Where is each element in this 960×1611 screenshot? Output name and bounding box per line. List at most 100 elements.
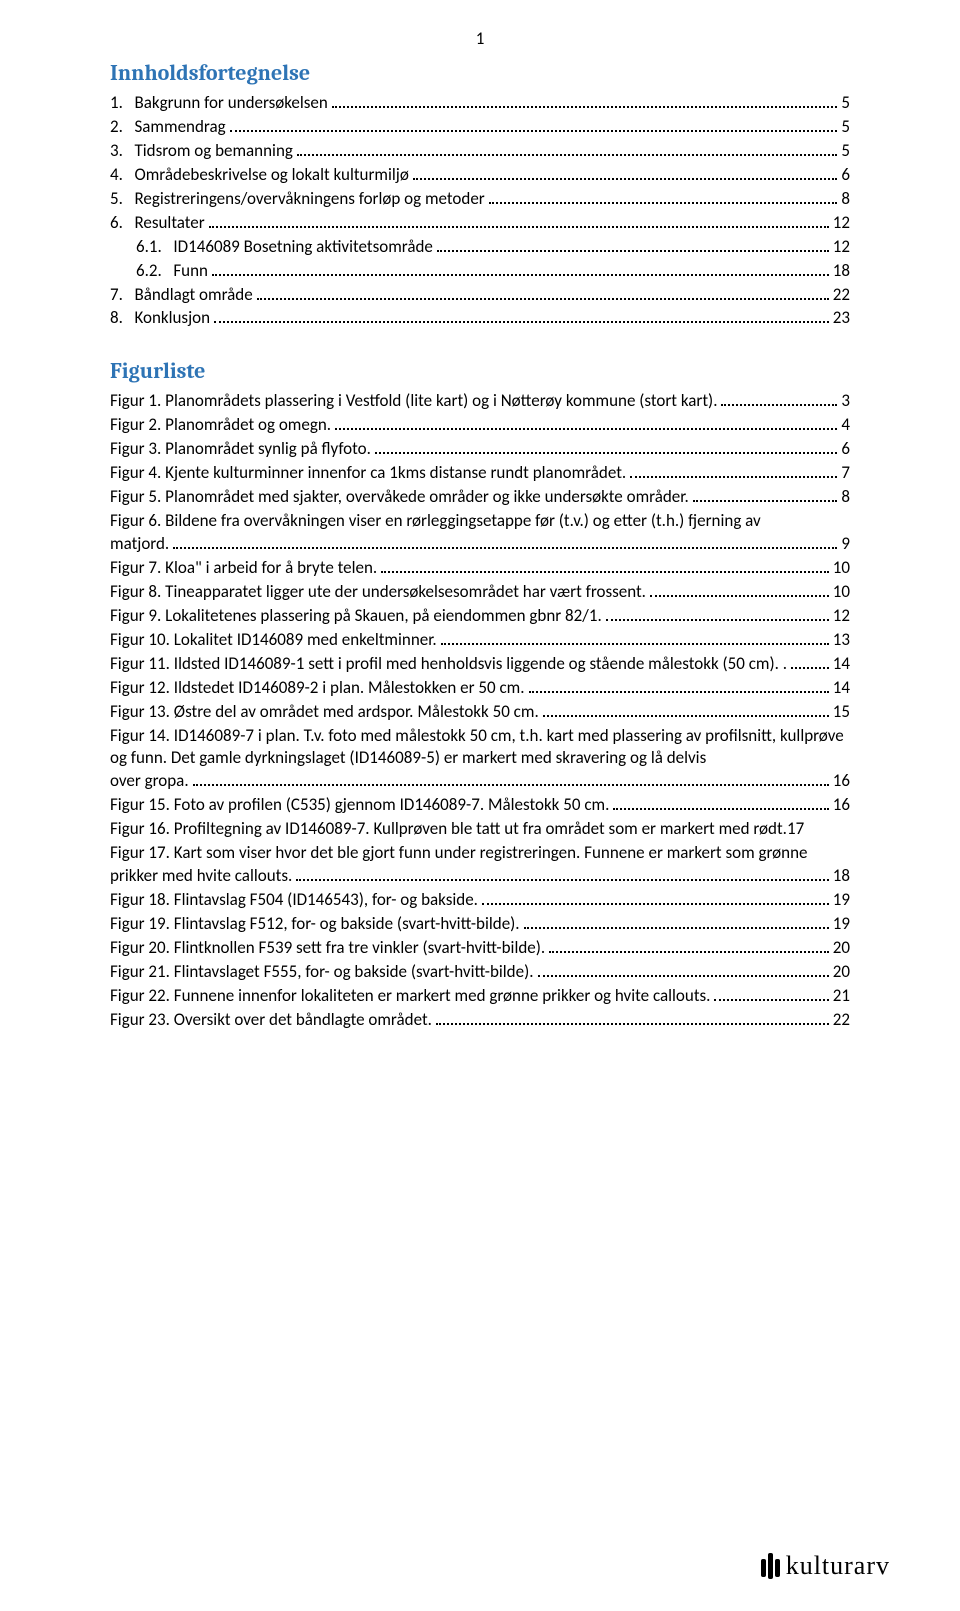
figlist-entry[interactable]: Figur 16. Profiltegning av ID146089-7. K… (110, 818, 850, 841)
toc-entry-number: 6.2. (136, 260, 162, 283)
figlist-entry-page: 6 (841, 438, 850, 461)
figlist-entry-label: Figur 5. Planområdet med sjakter, overvå… (110, 486, 689, 509)
toc-entry[interactable]: 1. Bakgrunn for undersøkelsen5 (110, 92, 850, 115)
figlist-entry-page: 10 (833, 557, 850, 580)
figlist-entry-label: Figur 19. Flintavslag F512, for- og baks… (110, 913, 520, 936)
toc-leader (413, 170, 838, 180)
figlist-entry-page: 22 (833, 1009, 850, 1032)
toc-entry[interactable]: 4. Områdebeskrivelse og lokalt kulturmil… (110, 164, 850, 187)
figlist-entry-page: 21 (833, 985, 850, 1008)
figlist-leader (693, 492, 838, 502)
figlist-entry[interactable]: Figur 9. Lokalitetenes plassering på Ska… (110, 605, 850, 628)
toc-leader (257, 289, 829, 299)
toc-entry-number: 8. (110, 307, 123, 330)
figlist-entry[interactable]: Figur 12. Ildstedet ID146089-2 i plan. M… (110, 677, 850, 700)
figlist-entry-label: Figur 1. Planområdets plassering i Vestf… (110, 390, 717, 413)
toc-entry-page: 22 (833, 284, 850, 307)
figlist-entry-label: Figur 2. Planområdet og omegn. (110, 414, 331, 437)
figlist-entry[interactable]: Figur 6. Bildene fra overvåkningen viser… (110, 510, 850, 556)
figlist-entry-label: Figur 6. Bildene fra overvåkningen viser… (110, 510, 850, 533)
toc-title: Innholdsfortegnelse (110, 60, 850, 86)
toc-entry-label: Bakgrunn for undersøkelsen (134, 92, 327, 115)
figlist-entry[interactable]: Figur 7. Kloa" i arbeid for å bryte tele… (110, 557, 850, 580)
figlist-entry[interactable]: Figur 19. Flintavslag F512, for- og baks… (110, 913, 850, 936)
toc-entry-number: 6.1. (136, 236, 162, 259)
figlist-entry[interactable]: Figur 2. Planområdet og omegn. 4 (110, 414, 850, 437)
toc-entry-page: 12 (833, 236, 850, 259)
toc-leader (230, 122, 838, 132)
figlist-leader (335, 420, 837, 430)
toc-entry[interactable]: 5. Registreringens/overvåkningens forløp… (110, 188, 850, 211)
figlist-entry[interactable]: Figur 5. Planområdet med sjakter, overvå… (110, 486, 850, 509)
figlist-entry-page: 14 (833, 653, 850, 676)
figlist-entry[interactable]: Figur 20. Flintknollen F539 sett fra tre… (110, 937, 850, 960)
toc-entry[interactable]: 6.1. ID146089 Bosetning aktivitetsområde… (110, 236, 850, 259)
figurelist-section: Figurliste Figur 1. Planområdets plasser… (110, 358, 850, 1031)
figlist-entry[interactable]: Figur 1. Planområdets plassering i Vestf… (110, 390, 850, 413)
toc-entry[interactable]: 7. Båndlagt område22 (110, 284, 850, 307)
figlist-entry[interactable]: Figur 3. Planområdet synlig på flyfoto. 6 (110, 438, 850, 461)
toc-entry-number: 6. (110, 212, 123, 235)
figlist-entry[interactable]: Figur 11. Ildsted ID146089-1 sett i prof… (110, 653, 850, 676)
toc-entry[interactable]: 2. Sammendrag5 (110, 116, 850, 139)
toc-entry-page: 8 (841, 188, 850, 211)
figlist-entry[interactable]: Figur 8. Tineapparatet ligger ute der un… (110, 581, 850, 604)
figlist-entry-label: Figur 8. Tineapparatet ligger ute der un… (110, 581, 646, 604)
figlist-entry[interactable]: Figur 18. Flintavslag F504 (ID146543), f… (110, 889, 850, 912)
toc-entry-number: 2. (110, 116, 123, 139)
figlist-entry-page: 20 (833, 961, 850, 984)
figlist-entry[interactable]: Figur 10. Lokalitet ID146089 med enkeltm… (110, 629, 850, 652)
figlist-entry-tail: matjord. (110, 533, 169, 556)
toc-section: Innholdsfortegnelse 1. Bakgrunn for unde… (110, 60, 850, 330)
figlist-entry[interactable]: Figur 22. Funnene innenfor lokaliteten e… (110, 985, 850, 1008)
toc-entry-label: Funn (173, 260, 208, 283)
figlist-entry[interactable]: Figur 23. Oversikt over det båndlagte om… (110, 1009, 850, 1032)
figlist-entry[interactable]: Figur 17. Kart som viser hvor det ble gj… (110, 842, 850, 888)
figlist-entry[interactable]: Figur 4. Kjente kulturminner innenfor ca… (110, 462, 850, 485)
toc-leader (332, 98, 838, 108)
toc-entry-page: 23 (833, 307, 850, 330)
toc-entry[interactable]: 8. Konklusjon 23 (110, 307, 850, 330)
figlist-leader (721, 396, 837, 406)
logo-text: kulturarv (786, 1551, 890, 1581)
figlist-entry-page: 4 (841, 414, 850, 437)
toc-entry-number: 3. (110, 140, 123, 163)
figlist-entry[interactable]: Figur 21. Flintavslaget F555, for- og ba… (110, 961, 850, 984)
figlist-entry-tail: over gropa. (110, 770, 189, 793)
figlist-entry[interactable]: Figur 14. ID146089-7 i plan. T.v. foto m… (110, 725, 850, 794)
toc-entry[interactable]: 6.2. Funn18 (110, 260, 850, 283)
figlist-entry-page: 3 (841, 390, 850, 413)
figlist-entry-page: 18 (833, 865, 850, 888)
figlist-leader (173, 539, 837, 549)
toc-leader (297, 146, 837, 156)
toc-entry-number: 4. (110, 164, 123, 187)
figlist-entry-label: Figur 4. Kjente kulturminner innenfor ca… (110, 462, 626, 485)
figlist-entry-label: Figur 11. Ildsted ID146089-1 sett i prof… (110, 653, 787, 676)
toc-entry-label: Resultater (134, 212, 204, 235)
figlist-leader (613, 800, 828, 810)
figlist-leader (441, 635, 829, 645)
figlist-entry-page: 14 (833, 677, 850, 700)
figlist-entry-page: 16 (833, 770, 850, 793)
kulturarv-logo: kulturarv (761, 1551, 890, 1581)
logo-mark-icon (761, 1553, 780, 1579)
page-number: 1 (476, 28, 485, 49)
figlist-leader (714, 991, 828, 1001)
figlist-entry-page: 7 (841, 462, 850, 485)
toc-leader (212, 265, 829, 275)
figlist-leader (606, 611, 829, 621)
figlist-entry-page: 10 (833, 581, 850, 604)
figlist-leader (381, 563, 829, 573)
toc-entry-label: Tidsrom og bemanning (134, 140, 292, 163)
toc-entry-page: 5 (841, 116, 850, 139)
figlist-leader (630, 468, 837, 478)
figlist-entry[interactable]: Figur 13. Østre del av området med ardsp… (110, 701, 850, 724)
toc-entry[interactable]: 3. Tidsrom og bemanning5 (110, 140, 850, 163)
figlist-entry[interactable]: Figur 15. Foto av profilen (C535) gjenno… (110, 794, 850, 817)
figlist-entry-label: Figur 21. Flintavslaget F555, for- og ba… (110, 961, 534, 984)
figlist-entry-label: Figur 23. Oversikt over det båndlagte om… (110, 1009, 432, 1032)
toc-entry[interactable]: 6. Resultater12 (110, 212, 850, 235)
toc-entry-label: Konklusjon (134, 307, 210, 330)
figlist-entry-label: Figur 3. Planområdet synlig på flyfoto. (110, 438, 371, 461)
figlist-entry-page: 17 (787, 818, 804, 841)
